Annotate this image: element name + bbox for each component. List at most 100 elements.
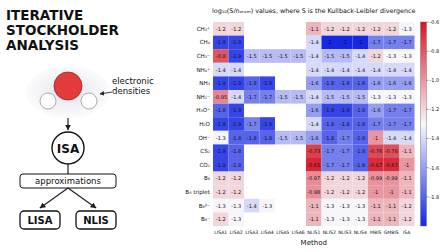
cell [244, 90, 260, 104]
cell [306, 212, 322, 226]
colorbar-tick-label: -1.0 [430, 77, 440, 83]
cell [306, 90, 322, 104]
cell [213, 22, 229, 36]
colorbar-tick [427, 138, 429, 139]
row-label: B₈²⁻ [199, 203, 210, 209]
row-label: NH₂⁻ [196, 94, 210, 100]
cell-label: -1.2 [231, 175, 241, 181]
cell [384, 144, 400, 158]
cell-label: -1.2 [386, 26, 396, 32]
cell-label: -1.3 [324, 203, 334, 209]
cell [229, 104, 245, 118]
colorbar-tick-label: -1.2 [430, 106, 440, 112]
cell [213, 117, 229, 131]
cell-label: -1.2 [371, 26, 381, 32]
cell [322, 22, 338, 36]
cell-label: -1.9 [216, 162, 226, 168]
row-label: B₈ [204, 175, 211, 181]
cell-label: -1.3 [216, 203, 226, 209]
column-label: LISA4 [261, 230, 274, 235]
cell [399, 158, 415, 172]
cell [244, 76, 260, 90]
cell-label: -1.8 [324, 135, 334, 141]
column-label: NLIS2 [323, 230, 336, 235]
cell-label: -1.9 [231, 53, 241, 59]
cell [213, 158, 229, 172]
cell [399, 185, 415, 199]
diagram-title: STOCKHOLDER [6, 22, 120, 38]
cell-label: -1.2 [216, 175, 226, 181]
cell [384, 158, 400, 172]
cell [368, 185, 384, 199]
cell [399, 36, 415, 50]
cell-label: -1.7 [324, 162, 334, 168]
cell [229, 63, 245, 77]
cell-label: -1.6 [386, 80, 396, 86]
cell [322, 172, 338, 186]
cell-label: -1 [373, 135, 378, 141]
cell [229, 144, 245, 158]
cell [384, 117, 400, 131]
row-label: NH₄⁺ [196, 67, 210, 73]
row-label: CS₂ [200, 148, 210, 154]
cell [275, 49, 291, 63]
cell-label: -2 [342, 39, 347, 45]
cell-label: -1.3 [371, 94, 381, 100]
isa-label: ISA [57, 142, 80, 156]
cell-label: -1.2 [216, 189, 226, 195]
cell-label: -1.5 [278, 53, 288, 59]
cell-label: -1.6 [371, 107, 381, 113]
cell [322, 117, 338, 131]
electron-cloud [26, 66, 110, 118]
cell-label: -0.98 [307, 189, 320, 195]
cell-label: -1.3 [386, 53, 396, 59]
column-label: LISA5 [276, 230, 289, 235]
cell-label: -1.1 [402, 189, 412, 195]
colorbar-tick-label: -1.4 [430, 135, 440, 141]
cell [322, 63, 338, 77]
cell-label: -0.95 [214, 94, 227, 100]
cell-label: -1.3 [402, 53, 412, 59]
cell-label: -1.9 [231, 80, 241, 86]
cell-label: -1.7 [386, 107, 396, 113]
cell [399, 63, 415, 77]
cell-label: -0.73 [307, 148, 320, 154]
cell [368, 22, 384, 36]
cell-label: -1.6 [309, 80, 319, 86]
cell-label: -1.4 [355, 67, 365, 73]
colorbar [421, 22, 427, 226]
cell [368, 49, 384, 63]
cell [260, 199, 276, 213]
column-label: NLIS4 [354, 230, 367, 235]
cell [368, 36, 384, 50]
cell-label: -1.7 [371, 39, 381, 45]
cell [306, 104, 322, 118]
cell-label: -1.8 [340, 80, 350, 86]
cell [213, 172, 229, 186]
colorbar-tick [427, 196, 429, 197]
cell [337, 76, 353, 90]
cell-label: -1.5 [324, 53, 334, 59]
cell-label: -1.7 [324, 148, 334, 154]
column-label: ISA [403, 230, 411, 235]
cell-label: -1.2 [355, 189, 365, 195]
cell-label: -0.65 [307, 162, 320, 168]
cell-label: -1.8 [231, 135, 241, 141]
cell-label: -1.9 [231, 107, 241, 113]
cell [353, 199, 369, 213]
cell-label: -1.5 [278, 94, 288, 100]
leaf-label: NLIS [83, 215, 109, 226]
approx-label: approximations [35, 176, 101, 186]
cell [322, 49, 338, 63]
cell [322, 185, 338, 199]
cell-label: -0.8 [216, 53, 226, 59]
column-label: LISA3 [245, 230, 258, 235]
oxygen-atom [54, 72, 82, 100]
cell [384, 36, 400, 50]
cell-label: -1.8 [216, 107, 226, 113]
cell [337, 158, 353, 172]
cell-label: -1.1 [402, 148, 412, 154]
cell [368, 199, 384, 213]
cell-label: -0.97 [307, 175, 320, 181]
cell [306, 131, 322, 145]
